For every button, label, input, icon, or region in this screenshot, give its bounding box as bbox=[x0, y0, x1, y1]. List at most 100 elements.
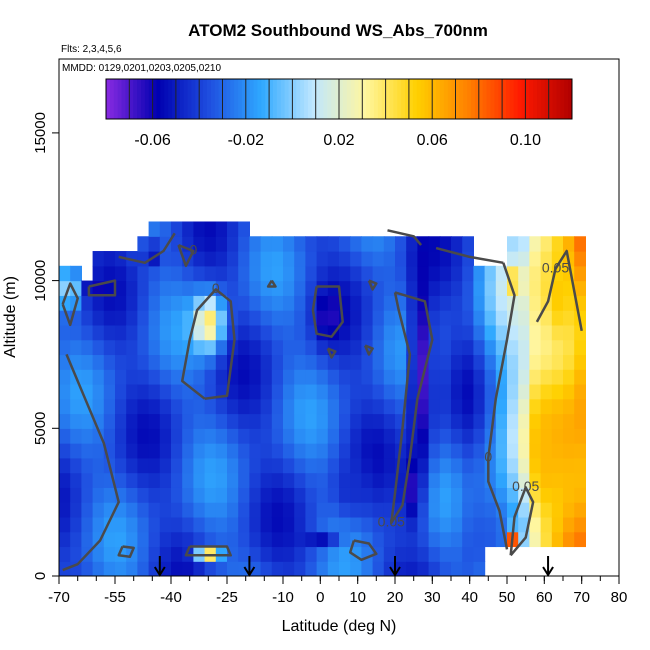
heatmap-cell bbox=[518, 472, 530, 488]
heatmap-cell bbox=[339, 531, 351, 548]
heatmap-cell bbox=[383, 502, 396, 518]
heatmap-cell bbox=[271, 280, 284, 296]
heatmap-cell bbox=[406, 531, 418, 548]
heatmap-cell bbox=[159, 457, 172, 474]
heatmap-cell bbox=[327, 383, 340, 400]
heatmap-cell bbox=[103, 516, 116, 533]
heatmap-cell bbox=[171, 561, 183, 576]
heatmap-cell bbox=[70, 265, 82, 282]
heatmap-cell bbox=[137, 531, 150, 548]
heatmap-cell bbox=[361, 472, 374, 488]
heatmap-cell bbox=[361, 265, 374, 282]
heatmap-cell bbox=[305, 546, 318, 562]
colorbar-swatch bbox=[249, 79, 255, 119]
heatmap-cell bbox=[227, 487, 239, 503]
heatmap-cell bbox=[215, 531, 228, 548]
colorbar-swatch bbox=[420, 79, 425, 119]
colorbar-swatch bbox=[133, 79, 138, 119]
heatmap-cell bbox=[70, 354, 82, 370]
colorbar-swatch bbox=[513, 79, 519, 119]
flights-annotation: Flts: 2,3,4,5,6 bbox=[61, 44, 122, 55]
heatmap-cell bbox=[484, 398, 497, 415]
heatmap-cell bbox=[159, 516, 172, 533]
heatmap-cell bbox=[182, 280, 194, 296]
heatmap-cell bbox=[339, 295, 351, 311]
heatmap-cell bbox=[238, 310, 250, 326]
heatmap-cell bbox=[126, 472, 138, 488]
heatmap-cell bbox=[103, 443, 116, 459]
heatmap-cell bbox=[215, 561, 228, 576]
x-tick-label: 20 bbox=[387, 589, 404, 606]
x-tick-label: 60 bbox=[536, 589, 553, 606]
colorbar-swatch bbox=[156, 79, 161, 119]
colorbar-swatch bbox=[327, 79, 332, 119]
heatmap-cell bbox=[283, 295, 295, 311]
heatmap-cell bbox=[159, 398, 172, 415]
contour-label: 0 bbox=[484, 449, 492, 465]
heatmap-cell bbox=[473, 561, 486, 576]
heatmap-cell bbox=[529, 428, 542, 444]
heatmap-cell bbox=[484, 369, 497, 385]
colorbar-swatch bbox=[568, 79, 573, 119]
heatmap-cell bbox=[361, 295, 374, 311]
heatmap-cell bbox=[327, 310, 340, 326]
heatmap-cell bbox=[316, 561, 329, 576]
heatmap-cell bbox=[495, 472, 508, 488]
heatmap-cell bbox=[383, 561, 396, 576]
heatmap-cell bbox=[574, 369, 586, 385]
heatmap-cell bbox=[182, 369, 194, 385]
heatmap-cell bbox=[271, 265, 284, 282]
heatmap-cell bbox=[417, 443, 430, 459]
heatmap-cell bbox=[159, 295, 172, 311]
heatmap-cell bbox=[473, 398, 486, 415]
heatmap-cell bbox=[339, 280, 351, 296]
heatmap-cell bbox=[395, 472, 407, 488]
heatmap-cell bbox=[215, 339, 228, 356]
heatmap-cell bbox=[283, 516, 295, 533]
heatmap-cell bbox=[115, 280, 127, 296]
heatmap-cell bbox=[215, 310, 228, 326]
heatmap-cell bbox=[361, 383, 374, 400]
colorbar-swatch bbox=[210, 79, 216, 119]
heatmap-cell bbox=[283, 324, 295, 341]
heatmap-cell bbox=[406, 339, 418, 356]
heatmap-cell bbox=[70, 383, 82, 400]
heatmap-cell bbox=[439, 428, 452, 444]
heatmap-cell bbox=[92, 487, 105, 503]
heatmap-cell bbox=[316, 265, 329, 282]
heatmap-cell bbox=[417, 295, 430, 311]
heatmap-cell bbox=[451, 457, 463, 474]
heatmap-cell bbox=[227, 531, 239, 548]
heatmap-cell bbox=[92, 516, 105, 533]
heatmap-cell bbox=[551, 236, 564, 252]
colorbar-tick-label: 0.10 bbox=[510, 132, 541, 149]
heatmap-cell bbox=[137, 265, 150, 282]
heatmap-cell bbox=[283, 546, 295, 562]
heatmap-cell bbox=[383, 516, 396, 533]
heatmap-cell bbox=[462, 561, 474, 576]
heatmap-cell bbox=[126, 428, 138, 444]
colorbar-swatch bbox=[226, 79, 231, 119]
heatmap-cell bbox=[428, 472, 441, 488]
colorbar-swatch bbox=[206, 79, 212, 119]
heatmap-cell bbox=[383, 339, 396, 356]
heatmap-cell bbox=[148, 472, 161, 488]
heatmap-cell bbox=[495, 280, 508, 296]
colorbar-swatch bbox=[370, 79, 375, 119]
heatmap-cell bbox=[462, 443, 474, 459]
heatmap-cell bbox=[204, 531, 217, 548]
heatmap-cell bbox=[428, 546, 441, 562]
heatmap-cell bbox=[339, 339, 351, 356]
heatmap-cell bbox=[294, 487, 306, 503]
heatmap-cell bbox=[215, 236, 228, 252]
heatmap-cell bbox=[305, 516, 318, 533]
heatmap-cell bbox=[103, 295, 116, 311]
heatmap-cell bbox=[59, 443, 71, 459]
heatmap-cell bbox=[428, 383, 441, 400]
heatmap-cell bbox=[238, 428, 250, 444]
heatmap-cell bbox=[529, 265, 542, 282]
heatmap-cell bbox=[529, 339, 542, 356]
colorbar-swatch bbox=[280, 79, 286, 119]
colorbar-swatch bbox=[137, 79, 142, 119]
heatmap-cell bbox=[126, 354, 138, 370]
